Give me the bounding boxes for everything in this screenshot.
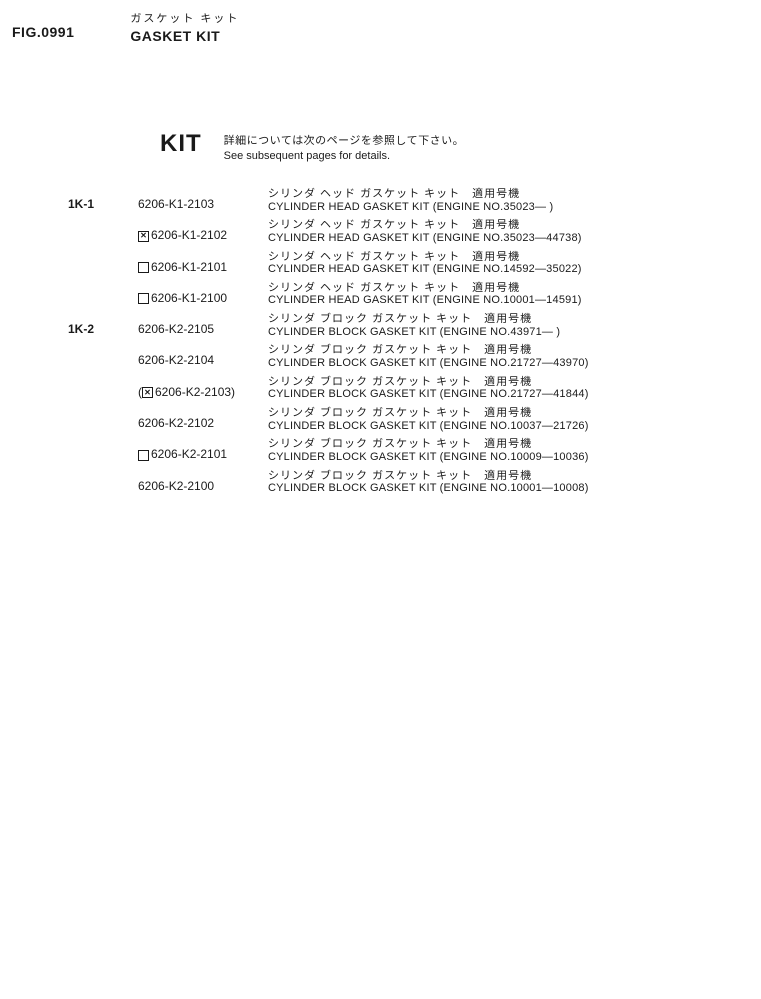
- part-number-cell: 6206-K1-2100: [138, 282, 268, 306]
- description: シリンダ ブロック ガスケット キット 適用号機CYLINDER BLOCK G…: [268, 407, 761, 432]
- parts-row: 6206-K1-2101 シリンダ ヘッド ガスケット キット 適用号機CYLIN…: [68, 251, 761, 276]
- part-number-cell: 6206-K1-2102: [138, 219, 268, 243]
- mark-box-icon: [138, 450, 149, 461]
- mark-x-icon: [138, 231, 149, 242]
- title-jp: ガスケット キット: [130, 10, 239, 26]
- parts-row: 6206-K2-2100 シリンダ ブロック ガスケット キット 適用号機CYLI…: [68, 470, 761, 495]
- description: シリンダ ブロック ガスケット キット 適用号機CYLINDER BLOCK G…: [268, 376, 761, 401]
- part-number: 6206-K2-2102: [138, 417, 214, 431]
- row-index: [68, 219, 138, 229]
- description-en: CYLINDER BLOCK GASKET KIT (ENGINE NO.439…: [268, 326, 761, 339]
- row-index: 1K-2: [68, 313, 138, 337]
- row-index: [68, 344, 138, 354]
- mark-box-icon: [138, 262, 149, 273]
- row-index: [68, 282, 138, 292]
- row-index: [68, 438, 138, 448]
- description: シリンダ ヘッド ガスケット キット 適用号機CYLINDER HEAD GAS…: [268, 219, 761, 244]
- description-en: CYLINDER HEAD GASKET KIT (ENGINE NO.1459…: [268, 263, 761, 276]
- kit-note-jp: 詳細については次のページを参照して下さい。: [224, 132, 464, 148]
- description-en: CYLINDER BLOCK GASKET KIT (ENGINE NO.217…: [268, 357, 761, 370]
- kit-label: KIT: [160, 130, 202, 158]
- description: シリンダ ブロック ガスケット キット 適用号機CYLINDER BLOCK G…: [268, 344, 761, 369]
- description-jp: シリンダ ブロック ガスケット キット 適用号機: [268, 470, 761, 483]
- part-number: 6206-K1-2101: [151, 261, 227, 275]
- header-titles: ガスケット キット GASKET KIT: [130, 10, 239, 44]
- description-jp: シリンダ ブロック ガスケット キット 適用号機: [268, 344, 761, 357]
- row-index: [68, 407, 138, 417]
- description-en: CYLINDER BLOCK GASKET KIT (ENGINE NO.100…: [268, 482, 761, 495]
- description: シリンダ ヘッド ガスケット キット 適用号機CYLINDER HEAD GAS…: [268, 251, 761, 276]
- row-index: [68, 376, 138, 386]
- part-number-cell: 6206-K2-2105: [138, 313, 268, 337]
- description-jp: シリンダ ヘッド ガスケット キット 適用号機: [268, 219, 761, 232]
- description-en: CYLINDER HEAD GASKET KIT (ENGINE NO.3502…: [268, 201, 761, 214]
- mark-box-icon: [138, 293, 149, 304]
- parts-row: 6206-K1-2102 シリンダ ヘッド ガスケット キット 適用号機CYLIN…: [68, 219, 761, 244]
- part-number: 6206-K1-2100: [151, 292, 227, 306]
- part-number: 6206-K1-2103: [138, 198, 214, 212]
- figure-number: FIG.0991: [12, 24, 74, 40]
- part-number: 6206-K2-2103): [155, 386, 235, 400]
- part-number-cell: 6206-K1-2103: [138, 188, 268, 212]
- description-jp: シリンダ ブロック ガスケット キット 適用号機: [268, 438, 761, 451]
- parts-row: 6206-K2-2101 シリンダ ブロック ガスケット キット 適用号機CYLI…: [68, 438, 761, 463]
- description-en: CYLINDER BLOCK GASKET KIT (ENGINE NO.217…: [268, 388, 761, 401]
- row-index: 1K-1: [68, 188, 138, 212]
- kit-heading: KIT 詳細については次のページを参照して下さい。 See subsequent…: [160, 130, 761, 162]
- part-number: 6206-K2-2104: [138, 354, 214, 368]
- part-number: 6206-K2-2105: [138, 323, 214, 337]
- page-header: FIG.0991 ガスケット キット GASKET KIT: [0, 10, 761, 44]
- description-en: CYLINDER HEAD GASKET KIT (ENGINE NO.3502…: [268, 232, 761, 245]
- row-index: [68, 470, 138, 480]
- description: シリンダ ブロック ガスケット キット 適用号機CYLINDER BLOCK G…: [268, 438, 761, 463]
- parts-row: 1K-16206-K1-2103 シリンダ ヘッド ガスケット キット 適用号機C…: [68, 188, 761, 213]
- row-index: [68, 251, 138, 261]
- part-number-cell: 6206-K2-2101: [138, 438, 268, 462]
- parts-row: 6206-K2-2102 シリンダ ブロック ガスケット キット 適用号機CYLI…: [68, 407, 761, 432]
- description-en: CYLINDER BLOCK GASKET KIT (ENGINE NO.100…: [268, 451, 761, 464]
- description-jp: シリンダ ブロック ガスケット キット 適用号機: [268, 313, 761, 326]
- part-number-cell: 6206-K2-2104: [138, 344, 268, 368]
- kit-note-en: See subsequent pages for details.: [224, 150, 464, 162]
- description: シリンダ ヘッド ガスケット キット 適用号機CYLINDER HEAD GAS…: [268, 188, 761, 213]
- part-number-cell: 6206-K1-2101: [138, 251, 268, 275]
- description-jp: シリンダ ブロック ガスケット キット 適用号機: [268, 376, 761, 389]
- part-number: 6206-K2-2101: [151, 448, 227, 462]
- description-en: CYLINDER HEAD GASKET KIT (ENGINE NO.1000…: [268, 294, 761, 307]
- part-number: 6206-K2-2100: [138, 480, 214, 494]
- parts-row: (6206-K2-2103)シリンダ ブロック ガスケット キット 適用号機CY…: [68, 376, 761, 401]
- description: シリンダ ヘッド ガスケット キット 適用号機CYLINDER HEAD GAS…: [268, 282, 761, 307]
- description-jp: シリンダ ヘッド ガスケット キット 適用号機: [268, 282, 761, 295]
- description: シリンダ ブロック ガスケット キット 適用号機CYLINDER BLOCK G…: [268, 470, 761, 495]
- kit-note: 詳細については次のページを参照して下さい。 See subsequent pag…: [224, 132, 464, 162]
- title-en: GASKET KIT: [130, 28, 239, 44]
- mark-x-icon: [142, 387, 153, 398]
- part-number: 6206-K1-2102: [151, 229, 227, 243]
- part-number-cell: 6206-K2-2102: [138, 407, 268, 431]
- description-en: CYLINDER BLOCK GASKET KIT (ENGINE NO.100…: [268, 420, 761, 433]
- description-jp: シリンダ ヘッド ガスケット キット 適用号機: [268, 251, 761, 264]
- description-jp: シリンダ ヘッド ガスケット キット 適用号機: [268, 188, 761, 201]
- part-number-cell: (6206-K2-2103): [138, 376, 268, 400]
- part-number-cell: 6206-K2-2100: [138, 470, 268, 494]
- parts-row: 6206-K2-2104 シリンダ ブロック ガスケット キット 適用号機CYLI…: [68, 344, 761, 369]
- parts-row: 6206-K1-2100 シリンダ ヘッド ガスケット キット 適用号機CYLIN…: [68, 282, 761, 307]
- description-jp: シリンダ ブロック ガスケット キット 適用号機: [268, 407, 761, 420]
- parts-row: 1K-26206-K2-2105 シリンダ ブロック ガスケット キット 適用号機…: [68, 313, 761, 338]
- parts-table: 1K-16206-K1-2103シリンダ ヘッド ガスケット キット 適用号機C…: [68, 188, 761, 495]
- description: シリンダ ブロック ガスケット キット 適用号機CYLINDER BLOCK G…: [268, 313, 761, 338]
